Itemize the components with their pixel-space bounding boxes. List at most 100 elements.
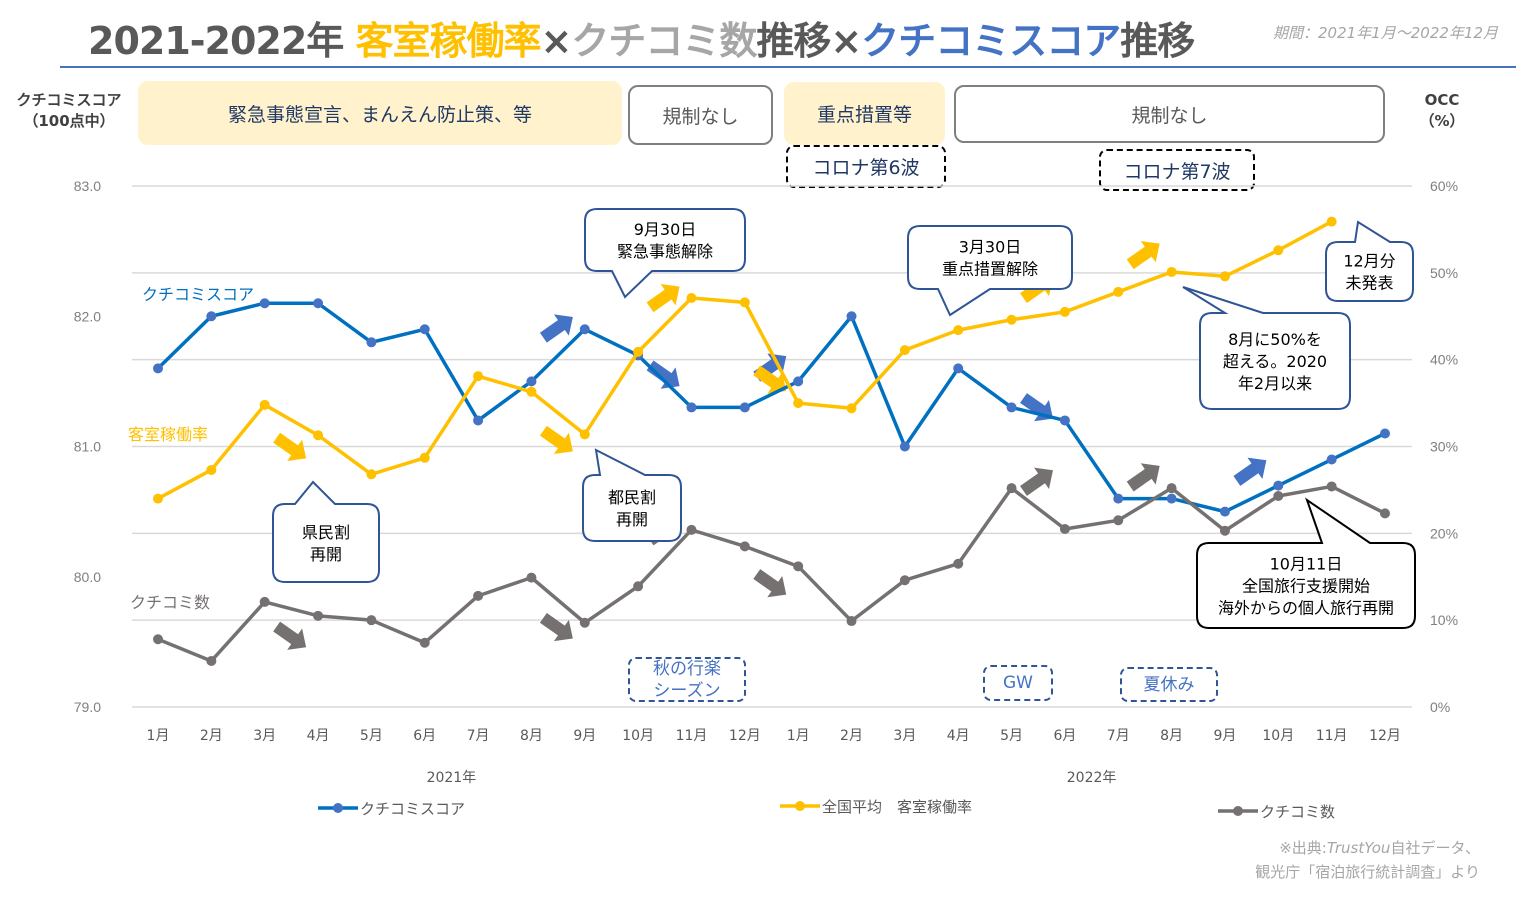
data-point — [419, 637, 430, 648]
callout-text: 海外からの個人旅行再開 — [1218, 599, 1394, 618]
data-point — [793, 376, 804, 387]
data-point — [1166, 483, 1177, 494]
data-point — [686, 293, 697, 304]
x-tick-label: 8月 — [520, 728, 543, 744]
x-tick-label: 12月 — [729, 728, 761, 744]
title-part: 推移× — [756, 19, 862, 63]
data-point — [1219, 271, 1230, 282]
data-point — [953, 558, 964, 569]
legend-item: 全国平均 客室稼働率 — [780, 798, 972, 816]
band-emergency: 緊急事態宣言、まんえん防止策、等 — [138, 81, 622, 145]
arrow-shape — [1126, 463, 1160, 492]
source-suffix: 自社データ、 — [1390, 839, 1480, 857]
data-point — [953, 325, 964, 336]
callout-text: 9月30日 — [634, 220, 697, 239]
callout-text: 全国旅行支援開始 — [1242, 577, 1370, 596]
left-tick-label: 80.0 — [74, 569, 101, 585]
data-point — [259, 596, 270, 607]
trend-arrow-down-icon — [273, 621, 307, 650]
arrow-shape — [539, 425, 573, 455]
callout-text: 未発表 — [1345, 274, 1393, 293]
x-tick-label: 11月 — [1316, 728, 1348, 744]
right-tick-label: 0% — [1430, 699, 1450, 715]
callout-text: 年2月以来 — [1238, 374, 1312, 393]
data-point — [526, 376, 537, 387]
data-point — [633, 581, 644, 592]
right-tick-label: 20% — [1430, 525, 1458, 541]
data-point — [1273, 245, 1284, 256]
trend-arrow-up-icon — [1233, 457, 1267, 486]
data-point — [366, 469, 377, 480]
x-tick-label: 5月 — [360, 728, 383, 744]
right-axis-title-line2: （%） — [1419, 112, 1465, 130]
data-point — [206, 311, 217, 322]
trend-arrow-up-icon — [646, 283, 680, 313]
data-point — [793, 398, 804, 409]
trend-arrow-down-icon — [646, 360, 680, 389]
arrow-shape — [273, 621, 307, 650]
trend-arrow-up-icon — [1126, 241, 1160, 270]
left-tick-label: 83.0 — [74, 178, 101, 194]
data-point — [473, 415, 484, 426]
arrow-shape — [1020, 393, 1053, 422]
trend-arrow-up-icon — [1020, 467, 1053, 496]
data-point — [1166, 493, 1177, 504]
data-point — [1326, 216, 1337, 227]
series-line-2 — [157, 484, 1386, 663]
right-tick-label: 60% — [1430, 178, 1458, 194]
data-point — [1113, 286, 1124, 297]
x-tick-label: 3月 — [253, 728, 276, 744]
x-tick-label: 2月 — [840, 728, 863, 744]
season-line: 秋の行楽 — [653, 658, 721, 679]
legend-item: クチコミスコア — [318, 800, 465, 818]
callout-bubble — [1325, 220, 1414, 302]
wave-7-label: コロナ第7波 — [1099, 149, 1255, 191]
data-point — [1380, 428, 1390, 439]
left-axis-title: クチコミスコア （100点中） — [8, 90, 130, 132]
data-point — [1113, 493, 1124, 504]
x-axis-ticks: 1月 2月 3月 4月 5月 6月 7月 8月 9月 10月 11月 12月 1月 2月 3月 4月 5月 6月 7… — [147, 728, 1401, 744]
title-part: × — [540, 19, 573, 63]
data-point — [259, 399, 270, 410]
year-label: 2022年 — [1067, 770, 1117, 786]
title-part: クチコミスコア — [861, 19, 1121, 63]
callout-text: 都民割 — [608, 488, 656, 507]
data-point — [366, 615, 377, 626]
data-point — [153, 363, 163, 374]
data-point — [899, 345, 910, 356]
legend-marker-icon — [333, 803, 343, 813]
arrow-shape — [646, 283, 680, 313]
data-point — [419, 324, 430, 335]
x-tick-label: 9月 — [1213, 728, 1236, 744]
callout-bubble — [907, 225, 1073, 317]
data-point — [1326, 481, 1337, 492]
data-point — [579, 429, 590, 440]
trend-arrow-down-icon — [753, 365, 787, 394]
data-point — [739, 297, 750, 308]
data-point — [206, 464, 217, 475]
callout-text: 再開 — [616, 510, 648, 529]
season-line: シーズン — [653, 680, 721, 701]
callout-text: 12月分 — [1343, 252, 1395, 271]
data-point — [1059, 415, 1070, 426]
trend-arrow-down-icon — [753, 569, 787, 598]
source-brand: TrustYou — [1326, 839, 1391, 857]
left-axis-ticks: 79.0 80.0 81.0 82.0 83.0 — [74, 178, 101, 715]
callout-bubble — [1182, 286, 1351, 410]
title-part: 推移 — [1120, 19, 1195, 63]
data-point — [526, 386, 537, 397]
title-part: 2021-2022年 — [88, 19, 356, 63]
data-point — [579, 617, 590, 628]
data-point — [419, 452, 430, 463]
x-tick-label: 3月 — [893, 728, 916, 744]
callout-text: 超える。2020 — [1223, 352, 1327, 371]
left-tick-label: 82.0 — [74, 308, 101, 324]
data-point — [1273, 480, 1284, 491]
